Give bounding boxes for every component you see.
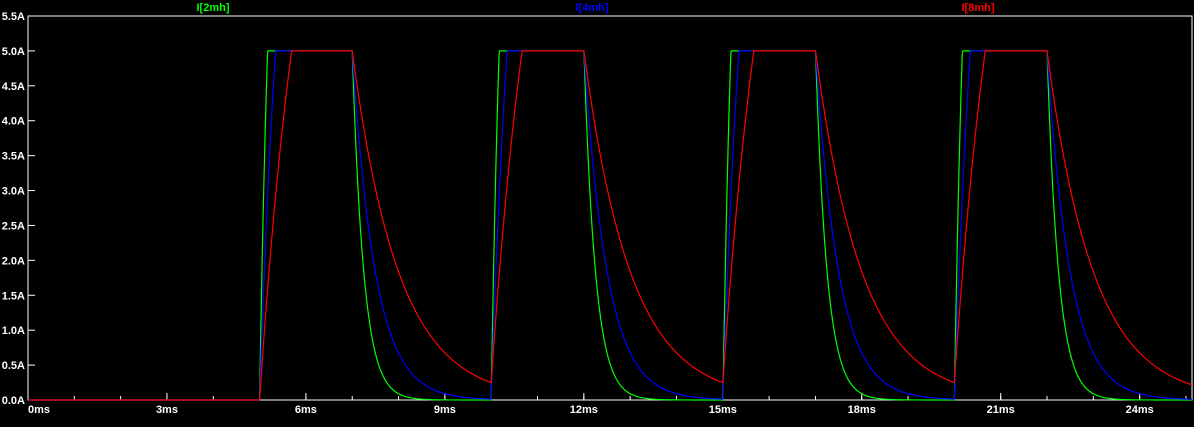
x-tick-label: 15ms xyxy=(709,404,737,416)
x-tick-label: 0ms xyxy=(28,404,50,416)
y-tick-label: 0.5A xyxy=(2,360,25,372)
trace-label-i2mh: I[2mh] xyxy=(197,2,230,14)
trace-i8mh xyxy=(27,50,1193,401)
trace-label-i8mh: I[8mh] xyxy=(962,2,995,14)
y-tick-label: 5.5A xyxy=(2,11,25,23)
x-tick-label: 12ms xyxy=(570,404,598,416)
y-tick-label: 0.0A xyxy=(2,395,25,407)
x-tick-label: 3ms xyxy=(156,404,178,416)
y-tick-label: 3.5A xyxy=(2,151,25,163)
y-tick-label: 5.0A xyxy=(2,46,25,58)
y-tick-label: 2.5A xyxy=(2,220,25,232)
x-tick-label: 18ms xyxy=(848,404,876,416)
trace-i4mh xyxy=(27,50,1193,401)
x-tick-label: 24ms xyxy=(1126,404,1154,416)
y-tick-label: 1.5A xyxy=(2,290,25,302)
x-tick-label: 21ms xyxy=(987,404,1015,416)
x-tick-label: 9ms xyxy=(434,404,456,416)
plot-border xyxy=(27,15,1193,401)
y-tick-label: 4.0A xyxy=(2,116,25,128)
x-tick-label: 6ms xyxy=(295,404,317,416)
trace-i2mh xyxy=(27,50,1193,401)
y-tick-label: 1.0A xyxy=(2,325,25,337)
trace-label-i4mh: I[4mh] xyxy=(576,2,609,14)
y-tick-label: 2.0A xyxy=(2,255,25,267)
y-tick-label: 3.0A xyxy=(2,186,25,198)
y-tick-label: 4.5A xyxy=(2,81,25,93)
